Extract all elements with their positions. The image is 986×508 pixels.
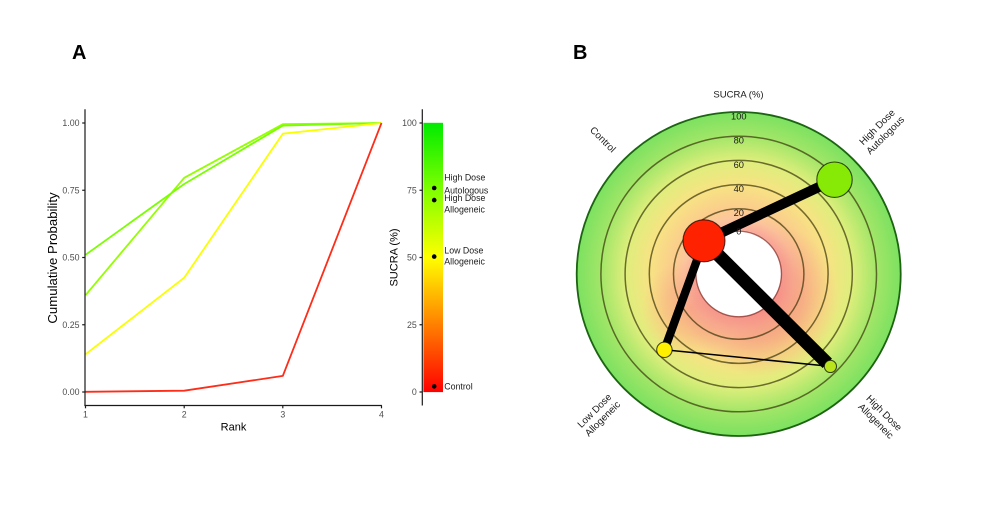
svg-text:0.00: 0.00 (62, 387, 79, 397)
svg-text:0: 0 (736, 227, 741, 237)
svg-text:4: 4 (379, 410, 384, 420)
svg-text:3: 3 (280, 410, 285, 420)
svg-text:40: 40 (734, 184, 744, 194)
svg-text:Low Dose: Low Dose (444, 245, 483, 255)
svg-text:Allogeneic: Allogeneic (444, 205, 485, 215)
svg-text:25: 25 (407, 320, 417, 330)
svg-text:1: 1 (83, 410, 88, 420)
svg-text:Cumulative Probability: Cumulative Probability (45, 192, 60, 324)
svg-text:Autologous: Autologous (444, 186, 489, 196)
svg-text:20: 20 (734, 208, 744, 218)
svg-text:SUCRA (%): SUCRA (%) (713, 89, 763, 100)
svg-text:80: 80 (734, 136, 744, 146)
svg-text:B: B (573, 42, 587, 64)
svg-text:High Dose: High Dose (444, 193, 485, 203)
svg-text:2: 2 (182, 410, 187, 420)
svg-text:A: A (72, 42, 86, 64)
svg-text:100: 100 (402, 118, 417, 128)
svg-text:50: 50 (407, 253, 417, 263)
svg-text:75: 75 (407, 185, 417, 195)
svg-text:0: 0 (412, 387, 417, 397)
svg-text:High Dose: High Dose (444, 173, 485, 183)
svg-text:Allogeneic: Allogeneic (444, 257, 485, 267)
svg-text:1.00: 1.00 (62, 118, 79, 128)
svg-text:SUCRA (%): SUCRA (%) (389, 228, 401, 286)
svg-text:0.75: 0.75 (62, 185, 79, 195)
svg-text:0.25: 0.25 (62, 320, 79, 330)
svg-text:100: 100 (731, 111, 747, 121)
svg-text:Rank: Rank (221, 422, 247, 434)
svg-text:60: 60 (734, 160, 744, 170)
svg-text:0.50: 0.50 (62, 253, 79, 263)
svg-text:Control: Control (444, 382, 472, 392)
